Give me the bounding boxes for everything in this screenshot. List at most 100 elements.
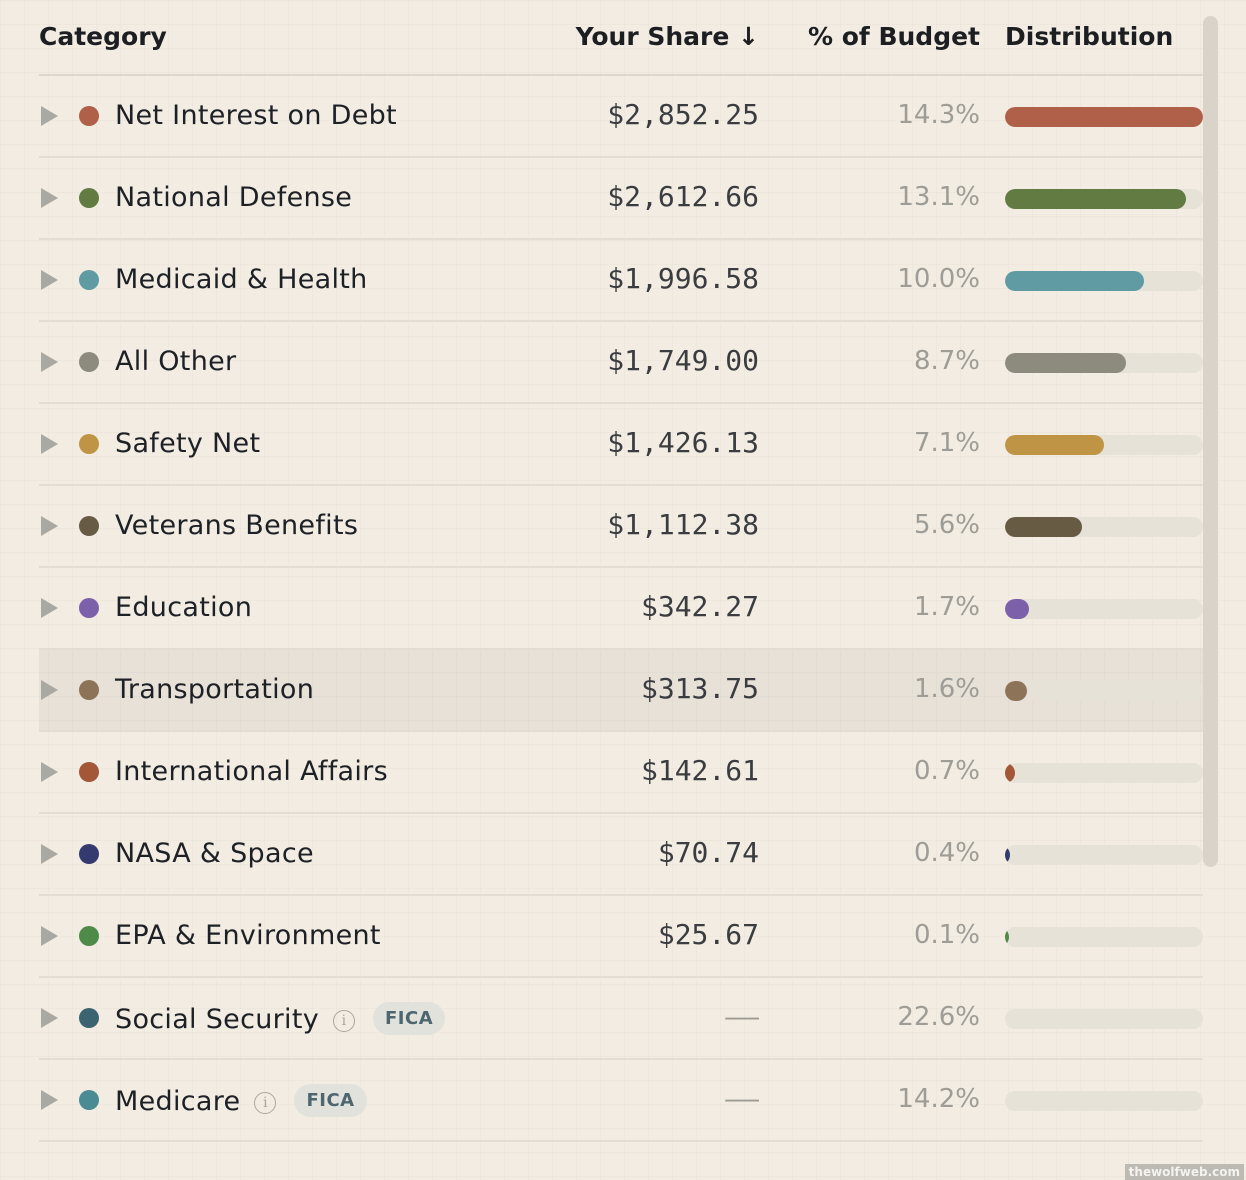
table-row[interactable]: Veterans Benefits $1,112.38 5.6% (39, 486, 1203, 568)
caret-right-icon[interactable] (41, 598, 58, 618)
info-circle-icon[interactable]: i (333, 1010, 356, 1032)
category-color-dot (79, 106, 99, 126)
your-share-value: $313.75 (640, 672, 759, 705)
pct-of-budget-value: 7.1% (913, 428, 980, 458)
table-row[interactable]: Transportation $313.75 1.6% (39, 650, 1203, 732)
distribution-bar-track (1005, 927, 1203, 947)
pct-of-budget-value: 0.7% (913, 756, 980, 786)
header-distribution[interactable]: Distribution (1005, 22, 1174, 51)
category-name: Social Security i FICA (115, 1002, 446, 1035)
distribution-bar-track (1005, 1091, 1203, 1111)
your-share-value: —— (725, 1082, 759, 1115)
table-row[interactable]: NASA & Space $70.74 0.4% (39, 814, 1203, 896)
table-row[interactable]: Education $342.27 1.7% (39, 568, 1203, 650)
category-name: International Affairs (115, 756, 388, 787)
category-color-dot (79, 1090, 99, 1110)
caret-right-icon[interactable] (41, 926, 58, 946)
table-row[interactable]: Net Interest on Debt $2,852.25 14.3% (39, 76, 1203, 158)
table-row[interactable]: All Other $1,749.00 8.7% (39, 322, 1203, 404)
category-color-dot (79, 434, 99, 454)
distribution-bar-fill (1005, 517, 1083, 537)
caret-right-icon[interactable] (41, 106, 58, 126)
your-share-value: $1,112.38 (607, 508, 759, 541)
caret-right-icon[interactable] (41, 844, 58, 864)
category-label: Transportation (115, 674, 315, 705)
caret-right-icon[interactable] (41, 762, 58, 782)
distribution-bar-track (1005, 353, 1203, 373)
budget-table: Category Your Share ↓ % of Budget Distri… (39, 0, 1203, 1142)
fica-badge: FICA (294, 1084, 367, 1117)
category-color-dot (79, 598, 99, 618)
your-share-value: $2,612.66 (607, 180, 759, 213)
category-name: Medicaid & Health (115, 264, 368, 295)
scrollbar-thumb[interactable] (1203, 16, 1218, 867)
table-row[interactable]: International Affairs $142.61 0.7% (39, 732, 1203, 814)
pct-of-budget-value: 1.7% (913, 592, 980, 622)
your-share-value: $342.27 (640, 590, 759, 623)
table-row[interactable]: EPA & Environment $25.67 0.1% (39, 896, 1203, 978)
header-your-share[interactable]: Your Share ↓ (575, 22, 759, 51)
category-color-dot (79, 188, 99, 208)
category-label: Education (115, 592, 253, 623)
header-pct-of-budget[interactable]: % of Budget (807, 22, 980, 51)
pct-of-budget-value: 14.3% (897, 100, 980, 130)
your-share-value: $1,996.58 (607, 262, 759, 295)
distribution-bar-fill (1005, 271, 1144, 291)
distribution-bar-track (1005, 845, 1203, 865)
table-row[interactable]: Medicare i FICA —— 14.2% (39, 1060, 1203, 1142)
pct-of-budget-value: 1.6% (913, 674, 980, 704)
fica-badge: FICA (373, 1002, 446, 1035)
header-category[interactable]: Category (39, 22, 167, 51)
caret-right-icon[interactable] (41, 352, 58, 372)
caret-right-icon[interactable] (41, 1090, 58, 1110)
caret-right-icon[interactable] (41, 434, 58, 454)
caret-right-icon[interactable] (41, 516, 58, 536)
distribution-bar-track (1005, 517, 1203, 537)
your-share-value: $142.61 (640, 754, 759, 787)
category-label: Safety Net (115, 428, 261, 459)
category-name: Safety Net (115, 428, 260, 459)
category-label: EPA & Environment (115, 920, 381, 951)
pct-of-budget-value: 13.1% (897, 182, 980, 212)
caret-right-icon[interactable] (41, 680, 58, 700)
category-color-dot (79, 1008, 99, 1028)
distribution-bar-fill (1005, 435, 1104, 455)
category-color-dot (79, 762, 99, 782)
category-label: Net Interest on Debt (115, 100, 397, 131)
pct-of-budget-value: 0.1% (913, 920, 980, 950)
category-label: Veterans Benefits (115, 510, 359, 541)
pct-of-budget-value: 8.7% (913, 346, 980, 376)
category-name: NASA & Space (115, 838, 314, 869)
category-name: Transportation (115, 674, 314, 705)
pct-of-budget-value: 10.0% (897, 264, 980, 294)
category-name: All Other (115, 346, 236, 377)
caret-right-icon[interactable] (41, 188, 58, 208)
your-share-value: $2,852.25 (607, 98, 759, 131)
category-name: Veterans Benefits (115, 510, 358, 541)
category-label: NASA & Space (115, 838, 314, 869)
category-name: Education (115, 592, 252, 623)
distribution-bar-fill (1005, 599, 1029, 619)
caret-right-icon[interactable] (41, 270, 58, 290)
category-color-dot (79, 516, 99, 536)
distribution-bar-fill (1005, 763, 1015, 783)
distribution-bar-fill (1005, 927, 1009, 947)
table-row[interactable]: Medicaid & Health $1,996.58 10.0% (39, 240, 1203, 322)
category-label: Medicare (115, 1086, 241, 1117)
caret-right-icon[interactable] (41, 1008, 58, 1028)
distribution-bar-track (1005, 189, 1203, 209)
table-row[interactable]: National Defense $2,612.66 13.1% (39, 158, 1203, 240)
table-row[interactable]: Social Security i FICA —— 22.6% (39, 978, 1203, 1060)
category-label: International Affairs (115, 756, 388, 787)
distribution-bar-track (1005, 763, 1203, 783)
pct-of-budget-value: 5.6% (913, 510, 980, 540)
pct-of-budget-value: 14.2% (897, 1084, 980, 1114)
category-color-dot (79, 926, 99, 946)
info-circle-icon[interactable]: i (254, 1092, 277, 1114)
distribution-bar-track (1005, 107, 1203, 127)
category-color-dot (79, 270, 99, 290)
category-label: Social Security (115, 1004, 320, 1035)
distribution-bar-track (1005, 1009, 1203, 1029)
table-row[interactable]: Safety Net $1,426.13 7.1% (39, 404, 1203, 486)
distribution-bar-fill (1005, 107, 1203, 127)
